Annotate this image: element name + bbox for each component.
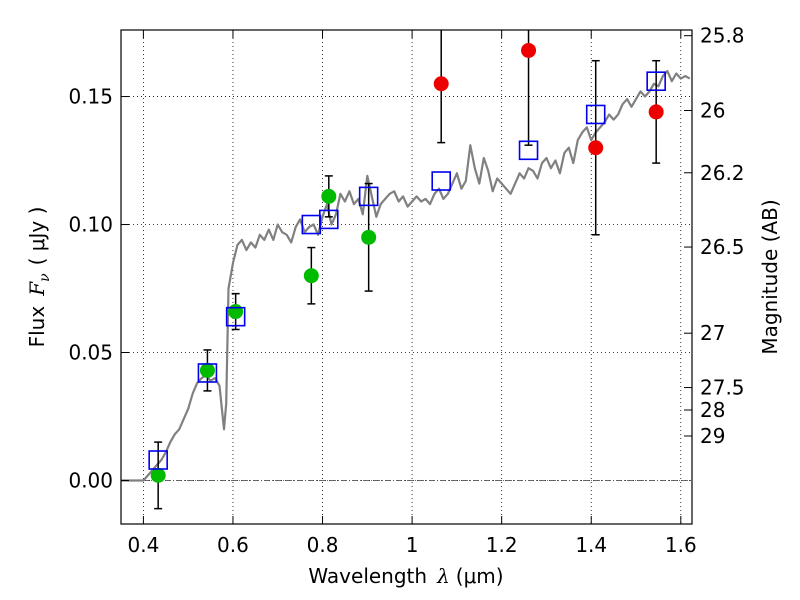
optical-point [150,467,166,483]
y-axis-title: Flux Fν ( μJy ) [25,207,53,348]
model-photometry-point [358,186,379,207]
y-axis-label: Flux [25,306,49,348]
plot-frame [120,29,693,525]
y-tick-label: 0.15 [68,85,113,109]
optical-point [361,229,377,245]
x-tick-label: 1 [406,533,419,557]
y2-tick-label: 26.2 [700,161,745,185]
model-photometry-point [431,171,452,191]
x-tick-label: 0.8 [307,533,339,557]
x-axis-title: Wavelength λ (μm) [308,564,503,588]
x-tick-label: 0.4 [127,533,159,557]
x-tick-label: 1.6 [665,533,697,557]
model-photometry-point [585,104,606,125]
model-photometry-point [518,140,539,161]
x-axis-label: Wavelength [308,564,427,588]
model-photometry-point [646,71,666,91]
nearir-point [521,42,537,58]
model-photometry-point [225,306,246,327]
x-tick-label: 0.6 [217,533,249,557]
x-axis-unit: (μm) [456,564,504,588]
y-tick-label: 0.05 [68,341,113,365]
y-axis-unit: ( μJy ) [25,207,49,266]
optical-point [303,268,319,284]
y2-tick-label: 28 [700,398,725,422]
optical-point [199,362,215,378]
y-axis-symbol: F [25,281,49,297]
y-axis-subscript: ν [37,273,53,282]
optical-point [321,188,337,204]
y2-tick-label: 27 [700,321,725,345]
model-photometry-point [148,450,168,470]
model-photometry-point [197,363,218,383]
y-tick-label: 0.10 [68,213,113,237]
grid-layer [121,30,692,524]
x-tick-label: 1.4 [575,533,607,557]
x-axis-symbol: λ [436,564,450,588]
y2-tick-label: 29 [700,424,725,448]
optical-point [228,304,244,320]
y2-tick-label: 26.5 [700,235,745,259]
axis-layer: 0.4 0.6 0.8 1 1.2 1.4 1.6 0.00 0.05 0.10 0.15 25.8 2… [68,24,744,557]
model-photometry-point [318,209,339,230]
nearir-point [433,76,449,92]
nearir-point [648,104,664,120]
y2-axis-title: Magnitude (AB) [758,199,782,354]
nearir-point [588,140,604,156]
y-tick-label: 0.00 [68,468,113,492]
model-spectrum-line [121,69,691,482]
x-tick-label: 1.2 [486,533,518,557]
y2-tick-label: 27.5 [700,376,745,400]
y2-tick-label: 25.8 [700,24,745,48]
y2-tick-label: 26 [700,99,725,123]
plot-layer [121,30,692,510]
